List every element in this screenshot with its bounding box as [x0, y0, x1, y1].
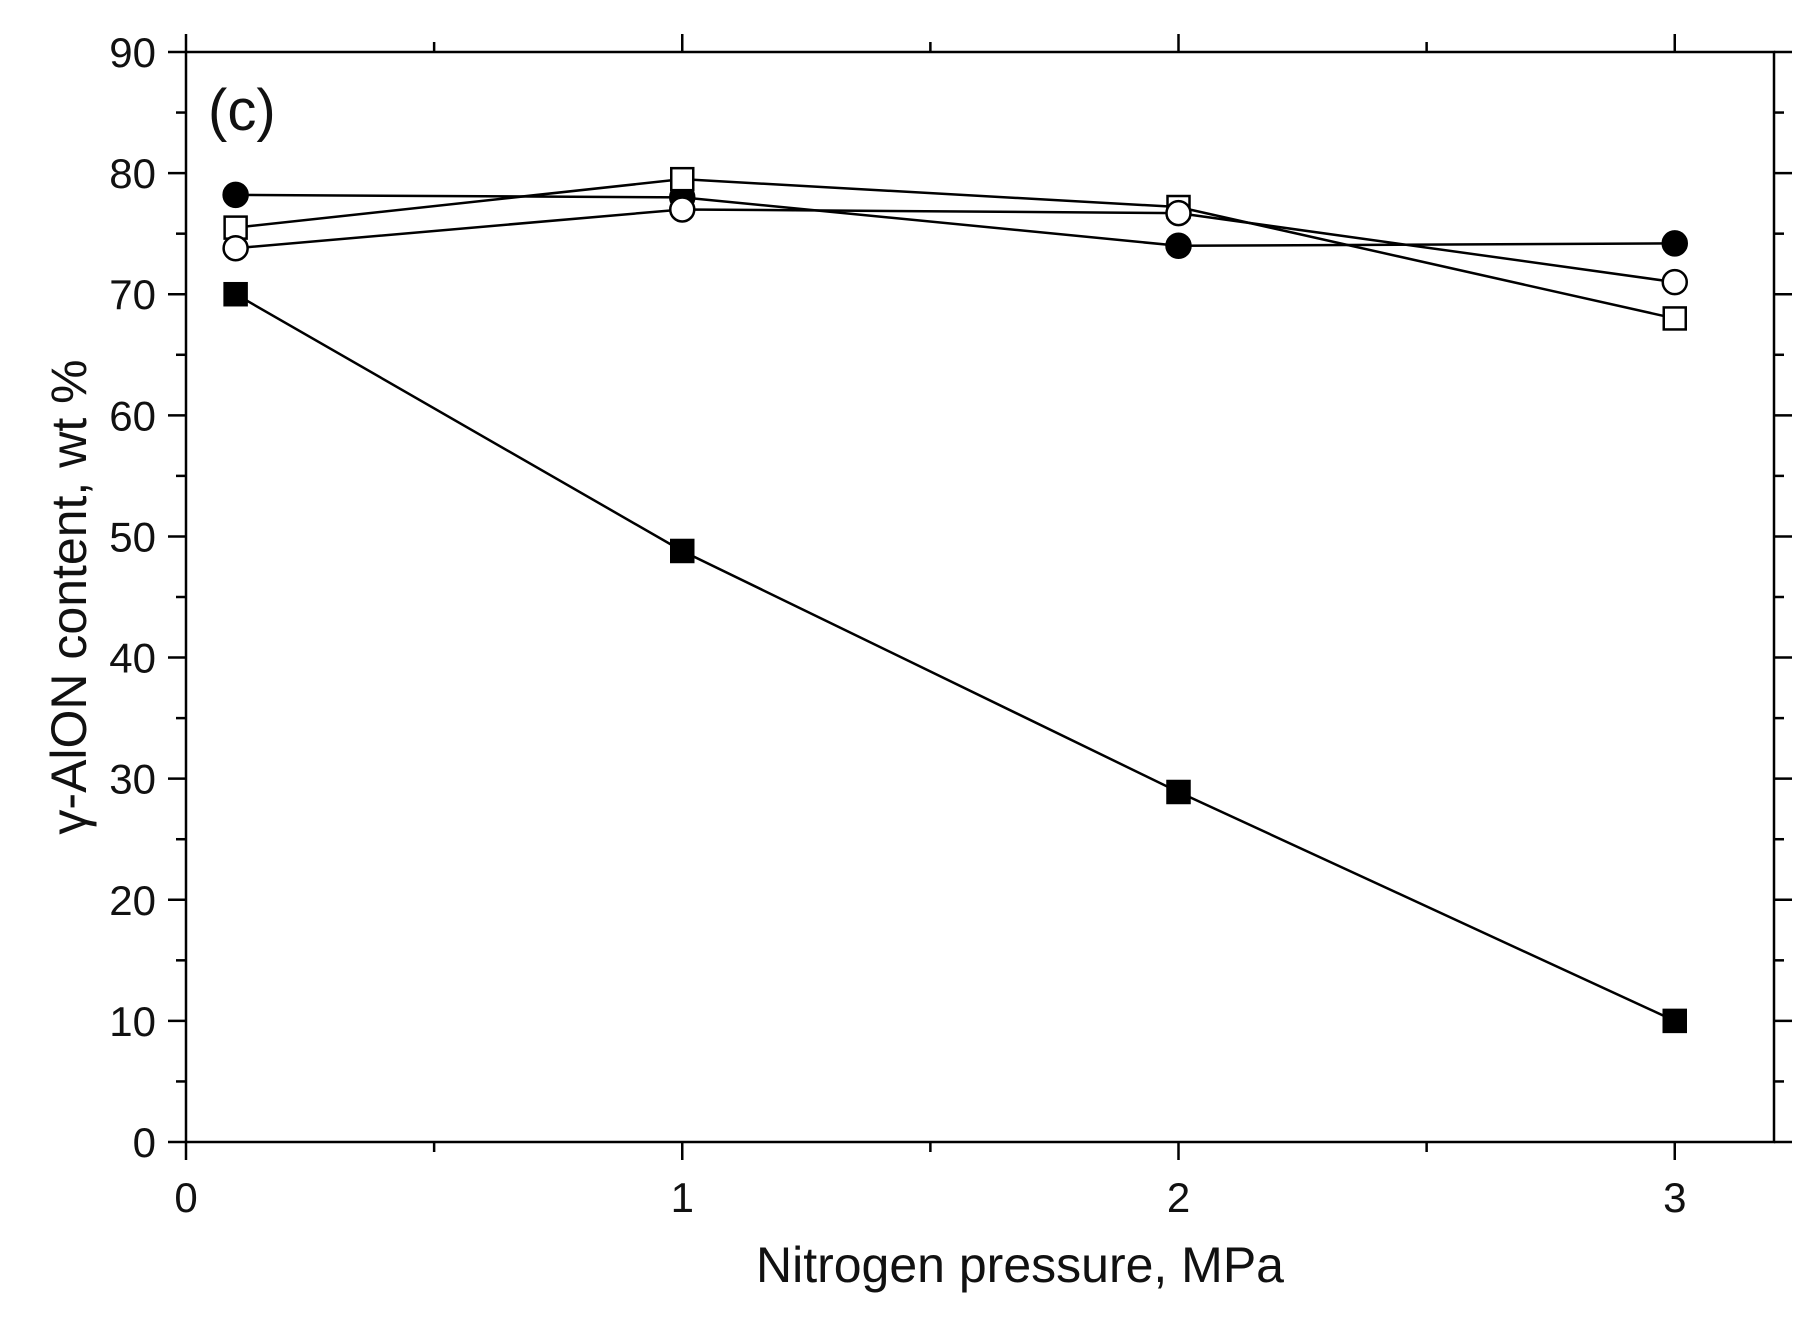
series-line-open-square: [235, 177, 1676, 320]
x-axis-title: Nitrogen pressure, MPa: [756, 1237, 1284, 1293]
x-tick-label: 1: [671, 1174, 694, 1221]
data-point-filled-square: [1166, 779, 1191, 805]
series-line-open-circle: [235, 208, 1675, 284]
data-point-filled-circle: [222, 181, 249, 209]
data-point-open-circle: [669, 196, 696, 223]
y-tick-label: 40: [109, 635, 156, 682]
series-layer: [222, 166, 1688, 1034]
y-tick-label: 10: [109, 998, 156, 1045]
y-tick-label: 90: [109, 29, 156, 76]
series-line-filled-square: [235, 293, 1676, 1023]
data-point-open-square: [1662, 306, 1687, 331]
y-tick-label: 30: [109, 756, 156, 803]
data-point-open-circle: [222, 234, 249, 262]
y-tick-label: 20: [109, 877, 156, 924]
y-tick-label: 80: [109, 150, 156, 197]
data-point-filled-square: [670, 538, 695, 564]
y-tick-label: 50: [109, 513, 156, 560]
data-point-open-square: [670, 166, 695, 192]
x-tick-label: 3: [1663, 1174, 1686, 1221]
axes: [184, 50, 1776, 1144]
x-tick-label: 0: [174, 1174, 197, 1221]
data-point-open-circle: [1661, 268, 1688, 296]
y-axis-title: γ-AlON content, wt %: [41, 359, 97, 834]
data-point-filled-circle: [1165, 232, 1192, 260]
y-tick-label: 60: [109, 392, 156, 439]
x-tick-label: 2: [1167, 1174, 1190, 1221]
panel-label: (c): [208, 78, 276, 143]
y-tick-label: 0: [133, 1119, 156, 1166]
data-point-open-circle: [1165, 199, 1192, 227]
series-line-filled-circle: [235, 193, 1675, 248]
data-point-filled-circle: [1661, 230, 1688, 257]
y-tick-label: 70: [109, 271, 156, 318]
data-point-filled-square: [1662, 1008, 1687, 1034]
data-point-filled-square: [223, 281, 248, 307]
plot-frame: [184, 50, 1776, 1144]
